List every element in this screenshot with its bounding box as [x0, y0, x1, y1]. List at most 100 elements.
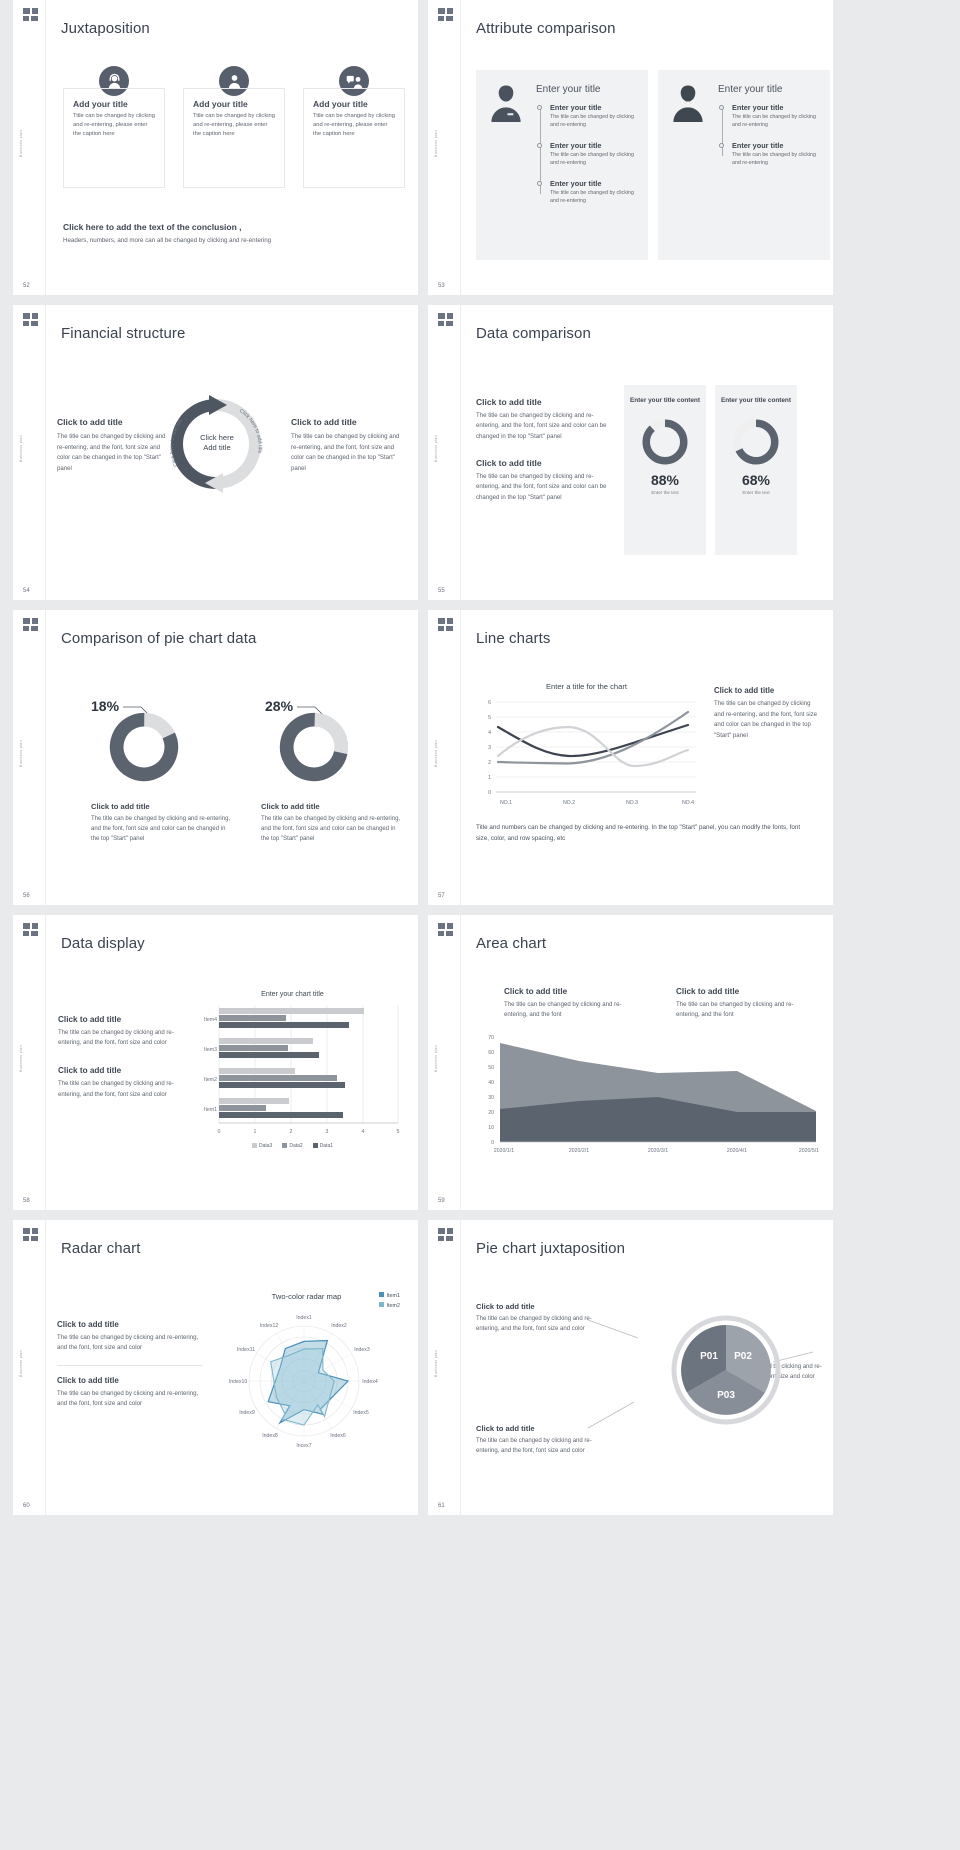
donut-card[interactable]: Enter your title content 88% Enter the t…: [624, 385, 706, 555]
chart-legend: Item1 Item2: [378, 1292, 400, 1312]
svg-text:70: 70: [488, 1035, 494, 1041]
center-line-1: Click here: [200, 433, 234, 442]
slides-grid-icon: [438, 923, 454, 937]
list-item[interactable]: Enter your title The title can be change…: [537, 103, 636, 130]
area-chart: 70 60 50 40 30 20 10 0 2020/1/1 2020/2/1 2020…: [472, 1031, 819, 1171]
slide-thumbnail-55[interactable]: Business plan 55 Data comparison Click t…: [428, 305, 833, 600]
block-title: Click to add title: [676, 987, 740, 996]
svg-text:2020/4/1: 2020/4/1: [727, 1148, 747, 1154]
card-body: Title can be changed by clicking and re-…: [313, 113, 395, 137]
donut-chart: [731, 417, 781, 467]
legend-label: Item2: [386, 1303, 400, 1309]
list-item[interactable]: Enter your title The title can be change…: [719, 141, 818, 168]
svg-text:3: 3: [488, 745, 491, 751]
card[interactable]: Add your title Title can be changed by c…: [303, 88, 405, 188]
svg-text:Index1: Index1: [296, 1315, 312, 1321]
slice-label-p02: P02: [734, 1351, 752, 1362]
item-title: Enter your title: [550, 178, 602, 188]
chart-title: Enter your chart title: [261, 991, 324, 998]
page-title: Radar chart: [61, 1240, 141, 1257]
svg-text:6: 6: [488, 700, 491, 706]
svg-text:0: 0: [218, 1129, 221, 1135]
leader-line: [297, 705, 327, 719]
caption: Click to add title The title can be chan…: [261, 802, 401, 845]
list-item[interactable]: Enter your title The title can be change…: [537, 141, 636, 168]
juxtaposition-cards: Add your title Title can be changed by c…: [63, 88, 405, 188]
attribute-panel[interactable]: Enter your title Enter your title The ti…: [658, 70, 830, 260]
page-number: 57: [438, 893, 445, 899]
slide-thumbnail-57[interactable]: Business plan 57 Line charts Enter a tit…: [428, 610, 833, 905]
block-title: Click to add title: [58, 1066, 122, 1076]
item-desc: The title can be changed by clicking and…: [550, 151, 634, 166]
svg-text:NO.4: NO.4: [682, 800, 694, 806]
slide-thumbnail-59[interactable]: Business plan 59 Area chart Click to add…: [428, 915, 833, 1210]
left-text-block: Click to add title The title can be chan…: [57, 417, 169, 475]
text-blocks: Click to add title The title can be chan…: [57, 1320, 202, 1409]
donut-card[interactable]: Enter your title content 68% Enter the t…: [715, 385, 797, 555]
pie-chart: P01 P02 P03: [671, 1315, 781, 1425]
slide-thumbnail-53[interactable]: Business plan 53 Attribute comparison En…: [428, 0, 833, 295]
page-number: 61: [438, 1503, 445, 1509]
card-body: Title can be changed by clicking and re-…: [193, 113, 275, 137]
divider: [45, 915, 46, 1210]
page-title: Area chart: [476, 935, 547, 952]
caption-desc: The title can be changed by clicking and…: [476, 1316, 592, 1332]
block-title: Click to add title: [57, 1320, 119, 1329]
headset-person-icon: [99, 66, 129, 96]
bullet-dot-icon: [537, 142, 542, 148]
slides-grid-icon: [438, 1228, 454, 1242]
block-title: Click to add title: [714, 686, 775, 695]
svg-text:2020/2/1: 2020/2/1: [569, 1148, 589, 1154]
block-desc: The title can be changed by clicking and…: [57, 1389, 199, 1408]
list-item[interactable]: Enter your title The title can be change…: [537, 178, 636, 206]
svg-text:5: 5: [397, 1129, 400, 1135]
slide-thumbnail-52[interactable]: Business plan 52 Juxtaposition Add your …: [13, 0, 418, 295]
svg-text:20: 20: [488, 1110, 494, 1116]
list-item[interactable]: Enter your title The title can be change…: [719, 103, 818, 130]
slide-thumbnail-58[interactable]: Business plan 58 Data display Click to a…: [13, 915, 418, 1210]
donut-label: 28%: [265, 698, 294, 714]
slide-thumbnail-61[interactable]: Business plan 61 Pie chart juxtaposition…: [428, 1220, 833, 1515]
item-title: Enter your title: [550, 103, 602, 112]
slides-grid-icon: [438, 618, 454, 632]
svg-text:60: 60: [488, 1050, 494, 1056]
page-title: Comparison of pie chart data: [61, 630, 257, 647]
card[interactable]: Add your title Title can be changed by c…: [63, 88, 165, 188]
svg-text:Index12: Index12: [260, 1323, 279, 1329]
svg-text:Index9: Index9: [239, 1410, 255, 1416]
svg-text:Index8: Index8: [262, 1433, 278, 1439]
svg-text:4: 4: [362, 1129, 365, 1135]
card-subtext: Enter the text: [651, 490, 679, 496]
divider: [460, 610, 461, 905]
card-subtext: Enter the text: [742, 490, 770, 496]
slide-thumbnail-54[interactable]: Business plan 54 Financial structure Cli…: [13, 305, 418, 600]
chart-title: Two-color radar map: [271, 1292, 342, 1301]
item-desc: The title can be changed by clicking and…: [550, 189, 634, 204]
radar-chart: Two-color radar map Item1 Item2: [209, 1292, 404, 1455]
attribute-panel[interactable]: Enter your title Enter your title The ti…: [476, 70, 648, 260]
caption-desc: The title can be changed by clicking and…: [91, 816, 231, 842]
slide-thumbnail-60[interactable]: Business plan 60 Radar chart Click to ad…: [13, 1220, 418, 1515]
item-desc: The title can be changed by clicking and…: [550, 114, 634, 128]
caption: Click to add title The title can be chan…: [476, 1302, 594, 1335]
card[interactable]: Add your title Title can be changed by c…: [183, 88, 285, 188]
svg-text:Index4: Index4: [362, 1379, 378, 1385]
person-chat-icon: [339, 66, 369, 96]
divider: [460, 0, 461, 295]
block-title: Click to add title: [476, 458, 542, 469]
svg-text:Item3: Item3: [204, 1047, 217, 1053]
svg-text:NO.2: NO.2: [563, 800, 575, 806]
slide-thumbnail-56[interactable]: Business plan 56 Comparison of pie chart…: [13, 610, 418, 905]
card-body: Title can be changed by clicking and re-…: [73, 113, 155, 137]
donut-chart-1: [105, 708, 183, 786]
panel-list: Enter your title The title can be change…: [536, 103, 636, 206]
svg-text:2: 2: [290, 1129, 293, 1135]
svg-text:2020/3/1: 2020/3/1: [648, 1148, 668, 1154]
heading-block: Click to add title The title can be chan…: [676, 987, 806, 1020]
divider: [45, 610, 46, 905]
block-desc: The title can be changed by clicking and…: [291, 433, 400, 472]
panel-list: Enter your title The title can be change…: [718, 103, 818, 168]
right-text-block: Click to add title The title can be chan…: [291, 417, 403, 475]
cycle-center-label: Click here Add title: [196, 433, 238, 454]
donut-label: 18%: [91, 698, 120, 714]
